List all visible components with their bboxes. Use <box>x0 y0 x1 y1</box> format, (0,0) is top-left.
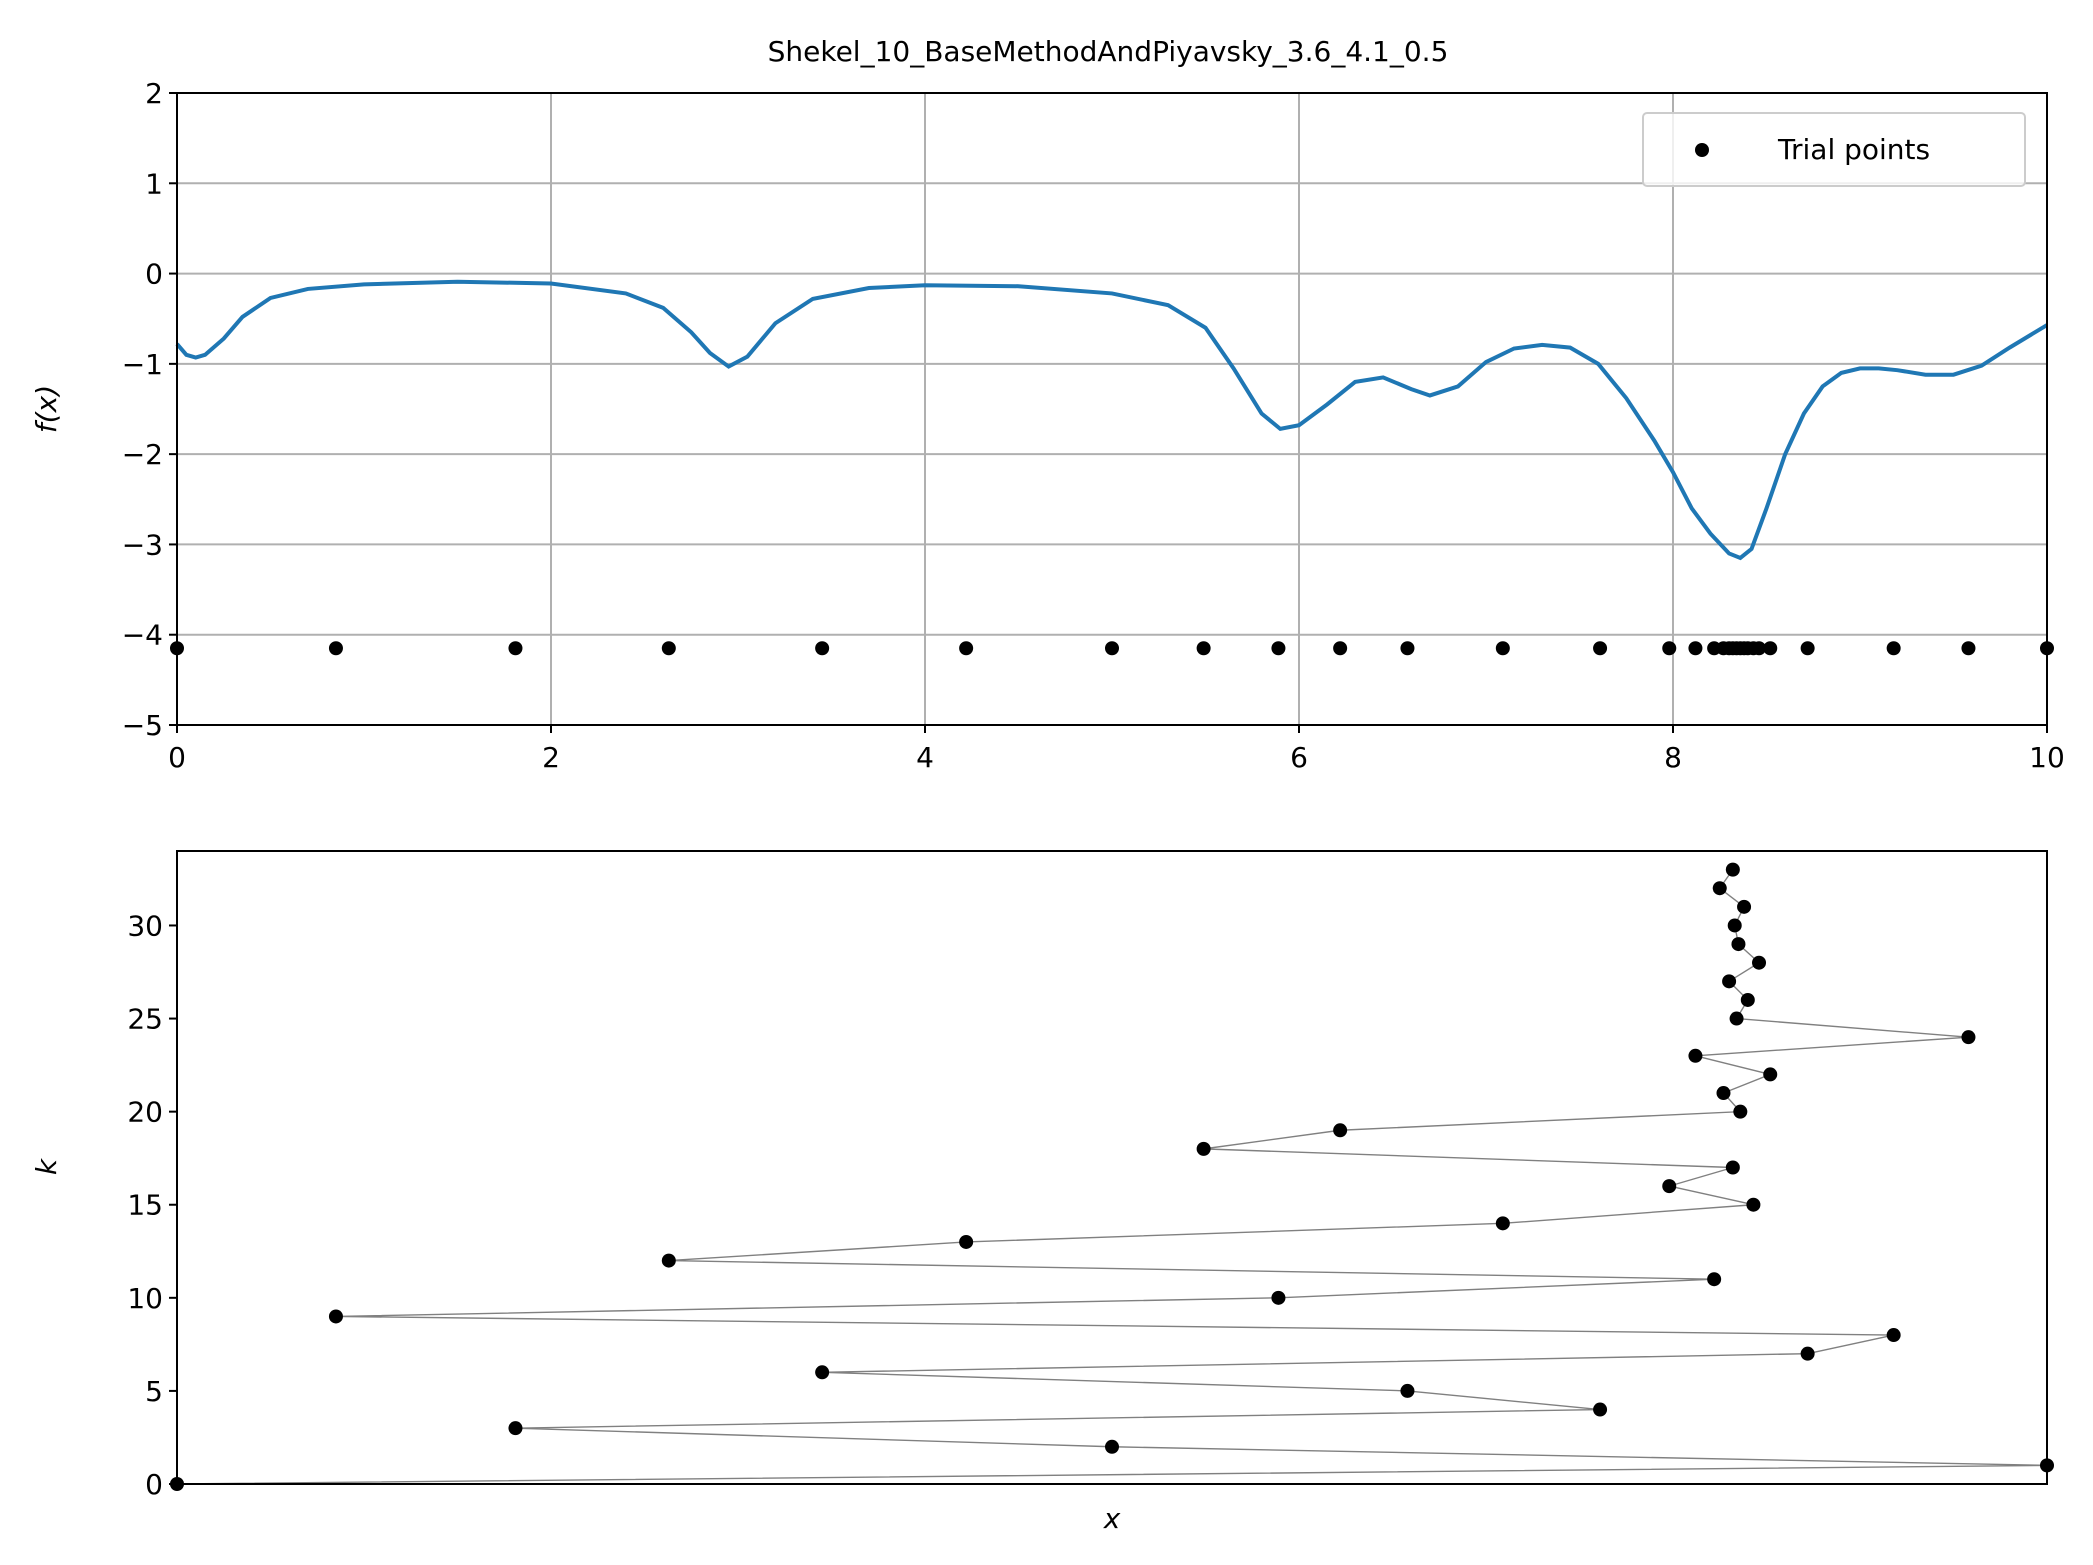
legend-label: Trial points <box>1777 133 1930 166</box>
trial-sequence-points <box>170 862 2054 1491</box>
y-axis-label-k: k <box>30 1157 63 1175</box>
x-axis-label: x <box>1103 1502 1121 1535</box>
sequence-point <box>1746 1197 1761 1212</box>
trial-point <box>661 641 676 656</box>
sequence-point <box>1716 1086 1731 1101</box>
iteration-plot: 0 5 10 15 20 25 30 k x <box>30 850 2054 1535</box>
trial-point <box>1105 641 1119 656</box>
trial-point <box>1800 641 1815 656</box>
bottom-y-ticks: 0 5 10 15 20 25 30 <box>127 909 177 1501</box>
y-tick-label: 2 <box>145 77 163 110</box>
sequence-point <box>1333 1123 1348 1138</box>
x-tick-label: 2 <box>542 741 560 774</box>
sequence-point <box>1727 918 1742 933</box>
y-tick-label: −5 <box>122 709 163 742</box>
trial-point <box>1495 641 1510 656</box>
legend: Trial points <box>1642 112 2026 187</box>
sequence-point <box>815 1365 830 1380</box>
trial-point <box>1593 641 1608 656</box>
trial-point <box>1688 641 1703 656</box>
y-tick-label: −3 <box>122 528 163 561</box>
sequence-point <box>1752 955 1767 970</box>
trial-point <box>1752 641 1767 656</box>
y-tick-label: 15 <box>127 1189 163 1222</box>
sequence-point <box>1593 1402 1608 1417</box>
y-tick-label: 25 <box>127 1003 163 1036</box>
trial-point <box>1196 641 1211 656</box>
trial-point <box>1662 641 1677 656</box>
y-axis-label-fx: f(x) <box>30 385 63 433</box>
y-tick-label: 0 <box>145 1468 163 1501</box>
trial-point <box>1400 641 1415 656</box>
sequence-point <box>1196 1141 1211 1156</box>
trial-point <box>1886 641 1901 656</box>
trial-point <box>1763 641 1778 656</box>
sequence-point <box>1737 899 1752 914</box>
y-tick-label: 10 <box>127 1282 163 1315</box>
sequence-point <box>1725 862 1740 877</box>
sequence-point <box>1495 1216 1510 1231</box>
trial-point <box>1333 641 1348 656</box>
bottom-axes-frame <box>176 850 2048 1485</box>
x-tick-label: 4 <box>916 741 934 774</box>
y-tick-label: 30 <box>127 909 163 942</box>
y-tick-label: 20 <box>127 1096 163 1129</box>
x-tick-label: 10 <box>2029 741 2065 774</box>
top-y-ticks: 2 1 0 −1 −2 −3 −4 −5 <box>122 77 177 742</box>
sequence-point <box>1763 1067 1778 1082</box>
x-tick-label: 0 <box>168 741 186 774</box>
trial-point <box>959 641 974 656</box>
sequence-point <box>508 1421 523 1436</box>
trial-point <box>815 641 830 656</box>
y-tick-label: −2 <box>122 438 163 471</box>
sequence-point <box>1886 1328 1901 1343</box>
sequence-point <box>1733 1104 1748 1119</box>
sequence-point <box>1271 1290 1286 1305</box>
x-tick-label: 8 <box>1664 741 1682 774</box>
sequence-point <box>1729 1011 1744 1026</box>
trial-point <box>328 641 343 656</box>
sequence-point <box>1725 1160 1740 1175</box>
y-tick-label: −4 <box>122 619 163 652</box>
sequence-point <box>1105 1439 1119 1454</box>
sequence-point <box>1707 1272 1722 1287</box>
sequence-point <box>1662 1179 1677 1194</box>
sequence-point <box>1688 1048 1703 1063</box>
chart-title: Shekel_10_BaseMethodAndPiyavsky_3.6_4.1_… <box>768 35 1449 68</box>
trial-points <box>170 641 2054 656</box>
sequence-point <box>1740 992 1755 1007</box>
trial-point <box>1961 641 1976 656</box>
function-plot: 0 2 4 6 8 10 210−1−2−3−4−5 f(x) Trial points <box>30 77 2065 774</box>
x-tick-label: 6 <box>1290 741 1308 774</box>
function-curve <box>175 279 2049 561</box>
trial-point <box>1271 641 1286 656</box>
legend-box <box>1642 112 2026 187</box>
trial-sequence-line <box>176 869 2048 1485</box>
sequence-point <box>1712 881 1727 896</box>
y-tick-label: 5 <box>145 1375 163 1408</box>
y-tick-label: 1 <box>145 167 163 200</box>
top-x-ticks: 0 2 4 6 8 10 <box>168 725 2065 774</box>
y-tick-label: 0 <box>145 258 163 291</box>
sequence-point <box>959 1234 974 1249</box>
y-tick-label: −1 <box>122 348 163 381</box>
sequence-point <box>1731 937 1746 952</box>
sequence-point <box>1800 1346 1815 1361</box>
legend-marker <box>1695 143 1709 157</box>
sequence-point <box>1400 1383 1415 1398</box>
sequence-point <box>661 1253 676 1268</box>
trial-point <box>508 641 523 656</box>
top-axes-frame <box>176 92 2048 726</box>
sequence-point <box>328 1309 343 1324</box>
sequence-point <box>1722 974 1737 989</box>
sequence-point <box>1961 1030 1976 1045</box>
